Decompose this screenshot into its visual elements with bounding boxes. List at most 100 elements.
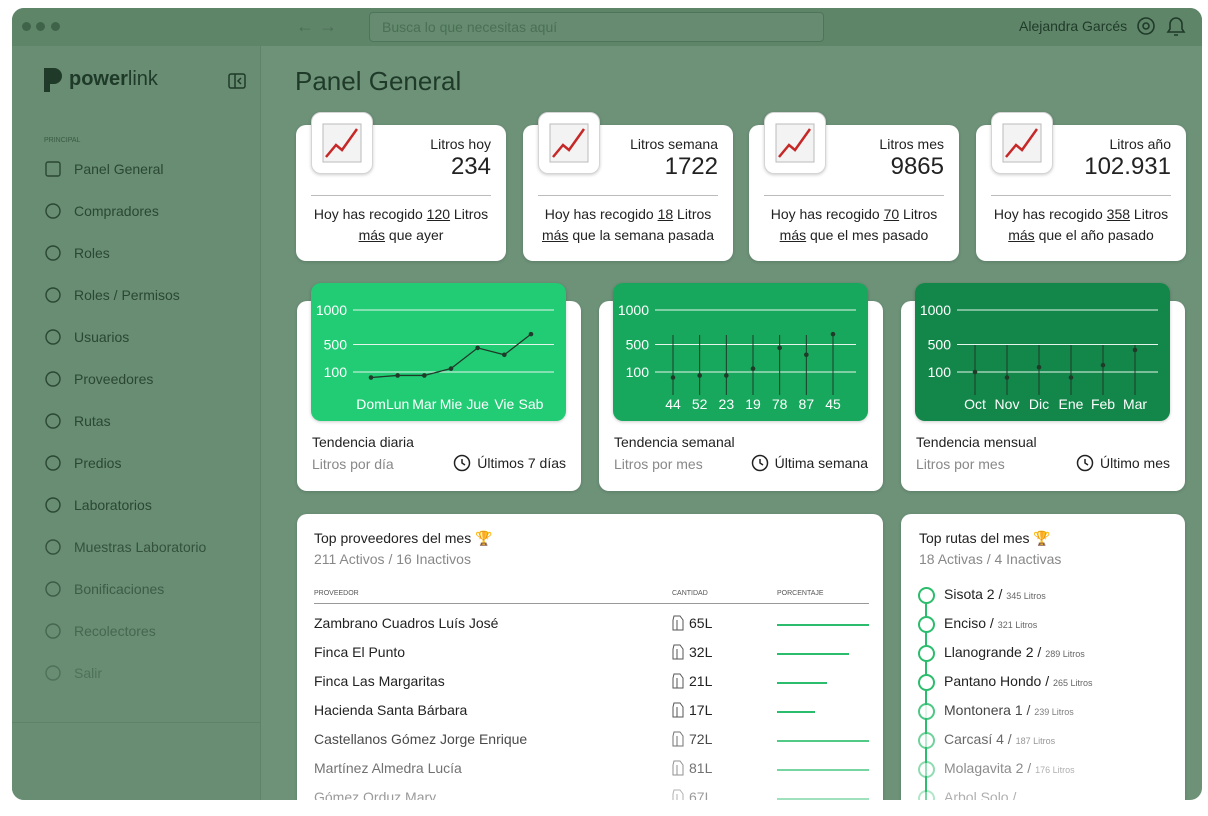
brand-light: link bbox=[127, 68, 158, 90]
data-point bbox=[830, 331, 836, 337]
data-point bbox=[697, 373, 702, 378]
emphasis: más bbox=[779, 227, 807, 243]
period[interactable]: Última semana bbox=[751, 454, 868, 472]
nav-item[interactable]: Predios bbox=[44, 451, 121, 475]
stat-value: 102.931 bbox=[1084, 153, 1171, 180]
jug bbox=[672, 644, 684, 660]
nav-item[interactable]: Salir bbox=[44, 661, 102, 685]
y-tick-label: 500 bbox=[324, 336, 348, 352]
nav-item[interactable]: Recolectores bbox=[44, 619, 156, 643]
stat-card: Litros semana 1722 Hoy has recogido 18 Lit… bbox=[523, 125, 733, 261]
nav-label: Recolectores bbox=[74, 623, 156, 639]
amount-link[interactable]: 18 bbox=[657, 206, 674, 222]
clock bbox=[751, 454, 768, 472]
data-point bbox=[777, 345, 782, 351]
icon-shape bbox=[45, 623, 61, 639]
nav-item[interactable]: Laboratorios bbox=[44, 493, 152, 517]
timeline-node bbox=[918, 616, 935, 633]
x-tick-label: Dom bbox=[356, 396, 386, 412]
text: que el mes pasado bbox=[810, 227, 929, 243]
emphasis: más bbox=[541, 227, 569, 243]
nav-arrows[interactable]: ← → bbox=[296, 16, 338, 36]
search-box[interactable]: Busca lo que necesitas aquí bbox=[369, 12, 824, 42]
data-point bbox=[475, 345, 480, 351]
nav-item[interactable]: Panel General bbox=[44, 157, 164, 181]
chart-box: 1000 500 100 44 52 23 19 78 87 45 bbox=[613, 283, 868, 421]
nav-item[interactable]: Roles / Permisos bbox=[44, 283, 180, 307]
amount-link[interactable]: 120 bbox=[426, 206, 451, 222]
nav-item[interactable]: Bonificaciones bbox=[44, 577, 164, 601]
period[interactable]: Últimos 7 días bbox=[453, 454, 566, 472]
window-dot bbox=[22, 22, 31, 31]
nav-item[interactable]: Rutas bbox=[44, 409, 111, 433]
timeline-node bbox=[918, 674, 935, 691]
period[interactable]: Último mes bbox=[1076, 454, 1170, 472]
data-point bbox=[1036, 364, 1042, 370]
nav-item[interactable]: Muestras Laboratorio bbox=[44, 535, 206, 559]
provider-row: Gómez Orduz Mary 67L bbox=[297, 789, 883, 805]
jug bbox=[672, 702, 684, 718]
route-text: Arbol Solo / bbox=[944, 789, 1016, 800]
stat-icon bbox=[538, 112, 600, 174]
trend-subtitle: Litros por mes bbox=[916, 456, 1005, 472]
share-bar bbox=[777, 624, 869, 626]
jug-icon bbox=[672, 789, 684, 800]
share-bar bbox=[777, 711, 815, 713]
nav-icon bbox=[45, 581, 61, 597]
stat-label: Litros semana bbox=[630, 136, 718, 152]
share-bar bbox=[777, 769, 869, 771]
provider-name: Finca Las Margaritas bbox=[314, 673, 445, 689]
nav-icon bbox=[45, 203, 61, 219]
nav-item[interactable]: Proveedores bbox=[44, 367, 153, 391]
text: que el año pasado bbox=[1038, 227, 1154, 243]
y-tick-label: 500 bbox=[928, 336, 952, 352]
data-point bbox=[670, 375, 676, 380]
line: más que ayer bbox=[296, 225, 506, 246]
icon-shape bbox=[45, 665, 61, 681]
x-tick-label: 19 bbox=[745, 396, 761, 412]
nav-label: Compradores bbox=[74, 203, 159, 219]
card-title: Top proveedores del mes 🏆 bbox=[314, 530, 493, 546]
brand-strong: power bbox=[69, 68, 128, 90]
chart-box: 1000 500 100 Dom Lun Mar Mie Jue Vie Sab bbox=[311, 283, 566, 421]
text: que la semana pasada bbox=[572, 227, 714, 243]
text: Hoy has recogido bbox=[313, 206, 423, 222]
nav-item[interactable]: Roles bbox=[44, 241, 110, 265]
header-icons[interactable] bbox=[1136, 15, 1188, 39]
x-tick-label: Nov bbox=[995, 396, 1020, 412]
text: Litros bbox=[903, 206, 938, 222]
y-tick-label: 1000 bbox=[920, 302, 951, 318]
data-point bbox=[1132, 347, 1138, 353]
user-name[interactable]: Alejandra Garcés bbox=[1019, 18, 1128, 34]
amount-link[interactable]: 70 bbox=[883, 206, 900, 222]
stat-label: Litros mes bbox=[879, 136, 944, 152]
icon-shape bbox=[45, 413, 61, 429]
route-row: Enciso / 321 Litros bbox=[901, 615, 1185, 635]
y-tick-label: 100 bbox=[324, 364, 348, 380]
nav-label: Rutas bbox=[74, 413, 111, 429]
nav-item[interactable]: Compradores bbox=[44, 199, 159, 223]
data-point bbox=[422, 373, 427, 378]
icon-line bbox=[778, 128, 812, 158]
nav-item[interactable]: Usuarios bbox=[44, 325, 129, 349]
nav-label: Usuarios bbox=[74, 329, 130, 345]
data-point bbox=[528, 331, 534, 337]
data-point bbox=[1100, 362, 1106, 368]
x-tick-label: Mie bbox=[440, 396, 463, 412]
card-title: Top rutas del mes 🏆 bbox=[919, 530, 1051, 546]
collapse-icon[interactable] bbox=[228, 72, 246, 90]
stat-value: 9865 bbox=[890, 153, 944, 180]
icon-shape bbox=[45, 161, 61, 177]
line: Hoy has recogido 70 Litros bbox=[749, 204, 959, 225]
provider-name: Gómez Orduz Mary bbox=[314, 789, 437, 805]
amount-link[interactable]: 358 bbox=[1106, 206, 1131, 222]
stat-text: Hoy has recogido 120 Litros más que ayer bbox=[296, 204, 506, 246]
route-name: Enciso / bbox=[944, 615, 994, 631]
icon-line bbox=[552, 128, 586, 158]
provider-row: Martínez Almedra Lucía 81L bbox=[297, 760, 883, 780]
trend-subtitle: Litros por día bbox=[312, 456, 394, 472]
provider-row: Castellanos Gómez Jorge Enrique 72L bbox=[297, 731, 883, 751]
y-tick-label: 500 bbox=[626, 336, 650, 352]
route-name: Sisota 2 / bbox=[944, 586, 1003, 602]
chart: 1000 500 100 44 52 23 19 78 87 45 bbox=[618, 302, 856, 412]
